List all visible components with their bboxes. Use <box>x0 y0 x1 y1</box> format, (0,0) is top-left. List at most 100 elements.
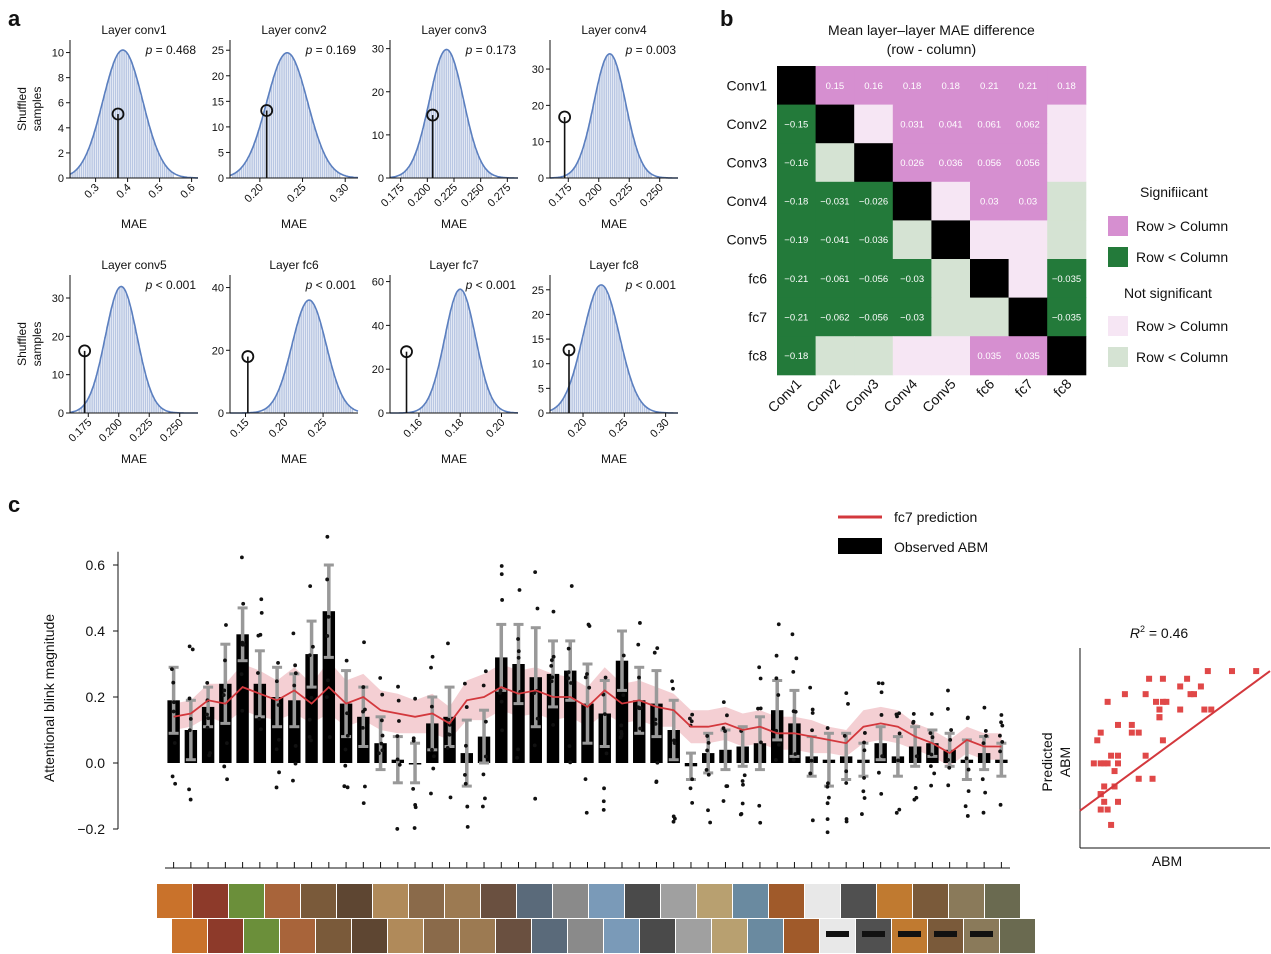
observation-dot <box>465 804 470 809</box>
histogram-bar <box>306 102 309 178</box>
histogram-bar <box>466 303 469 413</box>
observation-dot <box>293 671 298 676</box>
histogram-bar <box>106 326 108 413</box>
observation-dot <box>187 787 191 792</box>
observation-dot <box>535 716 540 721</box>
observation-dot <box>463 681 467 686</box>
histogram-bar <box>436 368 439 413</box>
observation-dot <box>963 804 968 809</box>
histogram-bar <box>146 382 149 413</box>
histogram-bar <box>601 285 603 413</box>
histogram-bar <box>599 74 601 178</box>
histogram-bar <box>618 335 620 413</box>
observation-dot <box>222 688 227 693</box>
observation-dot <box>187 644 192 649</box>
x-tick-label: 0.200 <box>406 182 434 210</box>
histogram-bar <box>272 399 275 413</box>
observation-dot <box>638 621 642 625</box>
observation-dot <box>863 731 867 735</box>
histogram-bar <box>321 150 324 178</box>
y-tick-label: 10 <box>532 359 544 371</box>
pvalue-text: = 0.468 <box>152 43 196 57</box>
x-tick-label: 0.25 <box>285 182 309 206</box>
observation-dot <box>911 720 916 725</box>
observation-dot <box>825 801 830 806</box>
observation-dot <box>309 738 313 743</box>
histogram-bar <box>142 366 145 413</box>
observation-dot <box>345 711 349 716</box>
heatmap-cell <box>892 297 932 337</box>
histogram-bar <box>148 128 151 178</box>
observation-dot <box>758 820 763 825</box>
histogram-bar <box>97 366 100 413</box>
histogram-bar <box>274 396 277 413</box>
heatmap-cell-value: 0.21 <box>1019 81 1038 92</box>
y-tick-label: 20 <box>372 364 384 376</box>
histogram-bar <box>285 52 287 178</box>
histogram-title: Layer fc8 <box>589 258 639 272</box>
histogram-plot: Layer fc6 p < 0.001 0 20 40 0.15 0.20 0.25 MAE <box>212 258 359 466</box>
histogram-bar <box>349 407 351 413</box>
histogram-bar <box>618 74 620 178</box>
observation-dot <box>583 675 588 680</box>
scatter-xlabel: ABM <box>1152 853 1182 869</box>
observed-bar <box>288 700 301 763</box>
y-tick-label: 8 <box>58 73 64 85</box>
observation-dot <box>897 711 902 716</box>
observation-dot <box>721 799 726 803</box>
heatmap-cell-value: −0.026 <box>859 197 888 208</box>
y-tick-label: 10 <box>532 137 544 149</box>
histogram-title: Layer fc6 <box>269 258 319 272</box>
observation-dot <box>465 825 470 829</box>
x-axis-label: MAE <box>281 217 307 231</box>
legend-label-sig-pos: Row > Column <box>1136 218 1228 234</box>
observation-dot <box>980 777 985 782</box>
scatter-point <box>1135 729 1142 736</box>
observation-dot <box>396 698 401 703</box>
histogram-bar <box>291 341 294 413</box>
histogram-bar <box>481 370 484 413</box>
y-tick-label: 25 <box>532 285 544 297</box>
scatter-point <box>1115 752 1121 759</box>
observation-dot <box>758 706 763 711</box>
histogram-bar <box>611 56 614 178</box>
observation-dot <box>380 748 385 753</box>
bar-panel: −0.2 0.0 0.2 0.4 0.6 Attentional blink magnit… <box>41 509 1010 869</box>
observed-bar <box>253 683 267 763</box>
observation-dot <box>966 789 971 794</box>
x-axis-label: MAE <box>601 452 627 466</box>
observation-dot <box>532 691 537 696</box>
observation-dot <box>585 672 589 676</box>
histogram-title: Layer conv4 <box>581 23 647 37</box>
scatter-title: R2 = 0.46 <box>1130 624 1189 641</box>
histogram-bar <box>650 174 652 178</box>
observation-dot <box>776 693 781 697</box>
observation-dot <box>551 654 556 659</box>
observation-dot <box>533 570 538 575</box>
observation-dot <box>880 754 885 759</box>
observation-dot <box>946 783 951 788</box>
histogram-bar <box>311 301 313 413</box>
pvalue-symbol: p <box>465 43 473 57</box>
histogram-bar <box>74 170 76 178</box>
observation-dot <box>396 684 400 689</box>
histogram-bar <box>603 286 605 413</box>
x-tick-label: 0.225 <box>432 182 460 210</box>
observation-dot <box>397 719 401 723</box>
heatmap-panel: Mean layer–layer MAE difference (row - co… <box>727 22 1229 416</box>
histogram-bar <box>114 293 117 413</box>
histogram-bar <box>584 326 586 413</box>
heatmap-cell-value: −0.03 <box>900 274 924 285</box>
histogram-bar <box>404 170 407 178</box>
heatmap-cell <box>970 220 1010 260</box>
heatmap-cell-value: 0.035 <box>977 351 1001 362</box>
histogram-bar <box>76 168 78 178</box>
x-tick-label: 0.6 <box>178 182 197 201</box>
observation-dot <box>190 647 195 652</box>
heatmap-cell <box>815 259 855 299</box>
heatmap-row-label: Conv5 <box>727 232 768 248</box>
heatmap-cell <box>1008 181 1048 221</box>
observation-dot <box>293 744 298 748</box>
y-tick-label: 0 <box>538 173 544 185</box>
